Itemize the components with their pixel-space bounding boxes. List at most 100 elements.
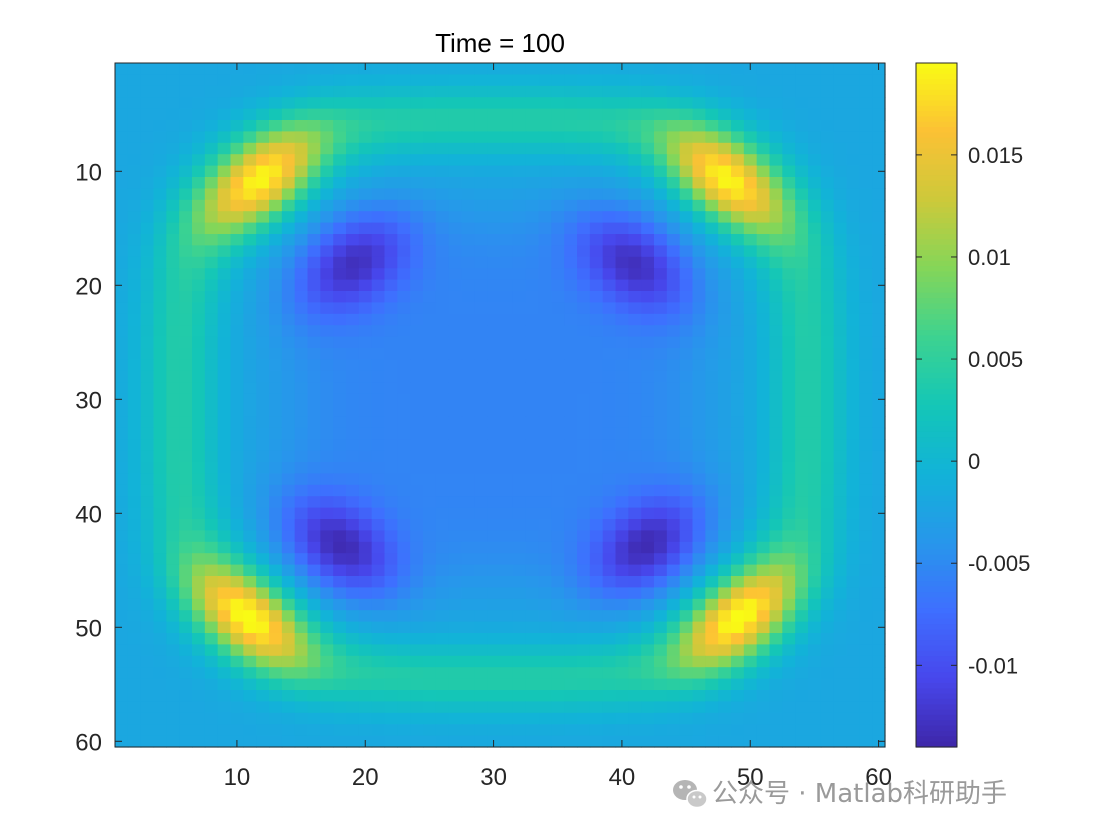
heatmap-cell (333, 393, 347, 406)
heatmap-cell (435, 541, 450, 554)
heatmap-cell (769, 598, 783, 611)
heatmap-cell (564, 211, 578, 224)
heatmap-cell (782, 382, 796, 395)
heatmap-cell (127, 564, 142, 577)
heatmap-cell (731, 473, 745, 486)
heatmap-cell (153, 564, 167, 577)
heatmap-cell (731, 519, 745, 531)
heatmap-cell (320, 63, 334, 75)
heatmap-cell (589, 313, 604, 326)
heatmap-cell (127, 245, 142, 258)
heatmap-cell (756, 496, 771, 509)
heatmap-cell (230, 724, 244, 737)
heatmap-cell (243, 256, 257, 269)
heatmap-cell (140, 188, 155, 201)
heatmap-cell (115, 256, 129, 269)
heatmap-cell (153, 336, 167, 349)
heatmap-cell (692, 188, 706, 201)
heatmap-cell (371, 154, 386, 167)
heatmap-cell (179, 724, 193, 737)
heatmap-cell (358, 279, 373, 292)
heatmap-cell (269, 530, 283, 543)
heatmap-cell (859, 188, 873, 201)
heatmap-cell (679, 188, 694, 201)
heatmap-cell (256, 553, 270, 566)
heatmap-cell (705, 336, 719, 349)
heatmap-cell (320, 131, 334, 144)
heatmap-cell (820, 165, 835, 178)
colorbar-segment (916, 474, 957, 481)
heatmap-cell (153, 348, 167, 360)
heatmap-cell (718, 587, 732, 600)
heatmap-cell (525, 177, 540, 189)
heatmap-cell (423, 450, 437, 463)
heatmap-cell (615, 553, 629, 566)
heatmap-cell (564, 553, 578, 566)
heatmap-cell (384, 313, 398, 326)
heatmap-cell (859, 234, 873, 246)
heatmap-cell (140, 63, 155, 75)
heatmap-cell (269, 74, 283, 87)
heatmap-cell (808, 724, 822, 737)
heatmap-cell (808, 405, 822, 417)
heatmap-cell (166, 530, 180, 543)
heatmap-cell (127, 302, 142, 315)
colorbar-segment (916, 111, 957, 118)
heatmap-cell (269, 598, 283, 611)
heatmap-cell (153, 621, 167, 634)
colorbar-segment (916, 506, 957, 513)
heatmap-cell (564, 165, 578, 178)
heatmap-cell (654, 735, 668, 748)
heatmap-cell (140, 496, 155, 509)
heatmap-cell (461, 108, 475, 121)
heatmap-cell (538, 313, 552, 326)
heatmap-cell (551, 473, 565, 486)
heatmap-cell (217, 507, 232, 520)
heatmap-cell (410, 211, 424, 224)
heatmap-cell (204, 131, 219, 144)
heatmap-cell (179, 462, 193, 474)
heatmap-cell (320, 142, 334, 155)
heatmap-cell (551, 154, 565, 167)
heatmap-cell (512, 587, 527, 600)
heatmap-cell (115, 211, 129, 224)
heatmap-cell (769, 279, 783, 292)
heatmap-cell (243, 519, 257, 531)
heatmap-cell (487, 678, 501, 691)
heatmap-cell (358, 313, 373, 326)
heatmap-cell (204, 712, 219, 725)
heatmap-cell (615, 382, 629, 395)
heatmap-cell (743, 85, 758, 98)
colorbar-segment (916, 538, 957, 545)
heatmap-cell (705, 701, 719, 714)
heatmap-cell (628, 256, 642, 269)
heatmap-cell (679, 667, 694, 680)
heatmap-cell (192, 199, 206, 212)
heatmap-cell (846, 234, 860, 246)
heatmap-cell (153, 416, 167, 429)
heatmap-cell (217, 462, 232, 474)
heatmap-cell (435, 382, 450, 395)
heatmap-cell (333, 484, 347, 497)
heatmap-cell (577, 496, 591, 509)
heatmap-cell (705, 530, 719, 543)
heatmap-cell (538, 370, 552, 383)
heatmap-cell (115, 336, 129, 349)
heatmap-cell (808, 667, 822, 680)
heatmap-cell (628, 587, 642, 600)
heatmap-cell (602, 382, 617, 395)
heatmap-cell (641, 735, 655, 748)
heatmap-cell (115, 222, 129, 235)
heatmap-cell (281, 359, 296, 372)
heatmap-cell (782, 564, 796, 577)
heatmap-cell (487, 154, 501, 167)
heatmap-cell (795, 427, 809, 440)
heatmap-cell (281, 405, 296, 417)
heatmap-cell (384, 621, 398, 634)
heatmap-cell (269, 313, 283, 326)
colorbar-segment (916, 543, 957, 550)
heatmap-cell (833, 359, 848, 372)
heatmap-cell (538, 211, 552, 224)
heatmap-cell (256, 85, 270, 98)
heatmap-cell (615, 325, 629, 338)
